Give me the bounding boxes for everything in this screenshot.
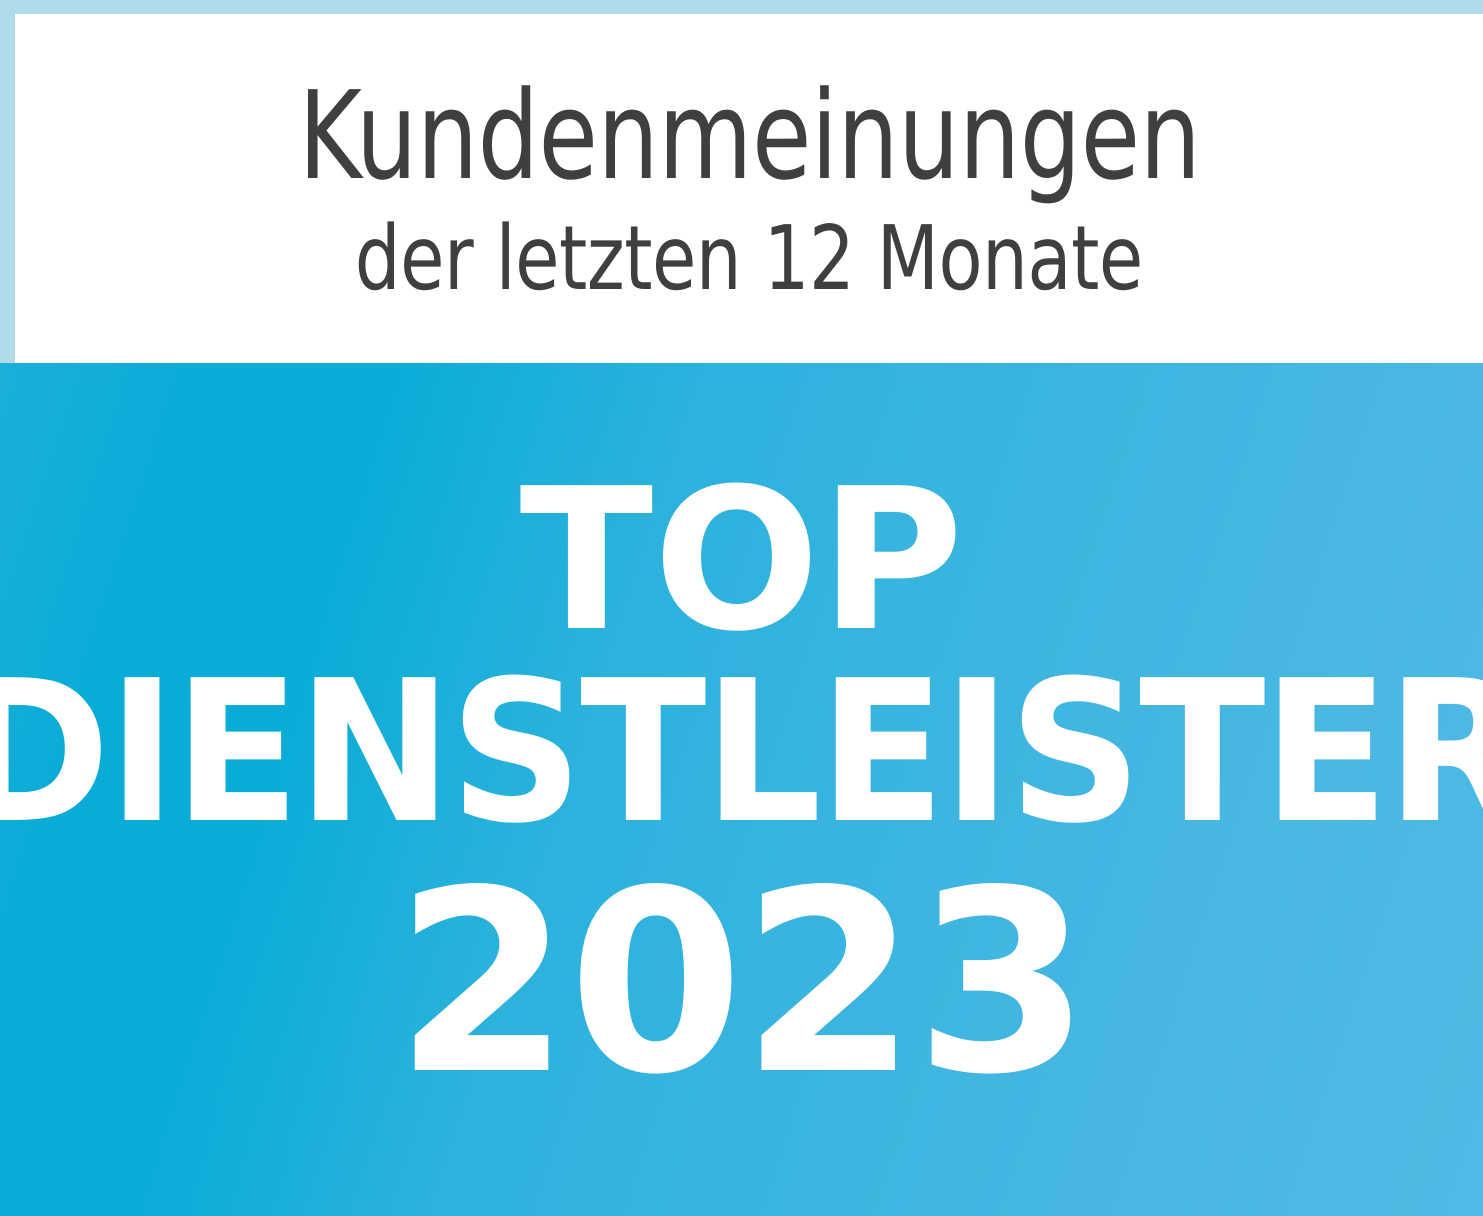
headline-primary: Kundenmeinungen <box>298 65 1200 208</box>
award-rank-label: TOP <box>519 446 964 675</box>
headline-stack: Kundenmeinungen der letzten 12 Monate <box>15 14 1483 363</box>
award-category-label: DIENSTLEISTER <box>0 639 1483 868</box>
award-panel: TOP DIENSTLEISTER 2023 <box>0 363 1483 1216</box>
award-year-label: 2023 <box>394 837 1090 1131</box>
award-stack: TOP DIENSTLEISTER 2023 <box>0 363 1483 1216</box>
headline-secondary: der letzten 12 Monate <box>354 205 1143 310</box>
headline-panel: Kundenmeinungen der letzten 12 Monate <box>15 14 1483 363</box>
